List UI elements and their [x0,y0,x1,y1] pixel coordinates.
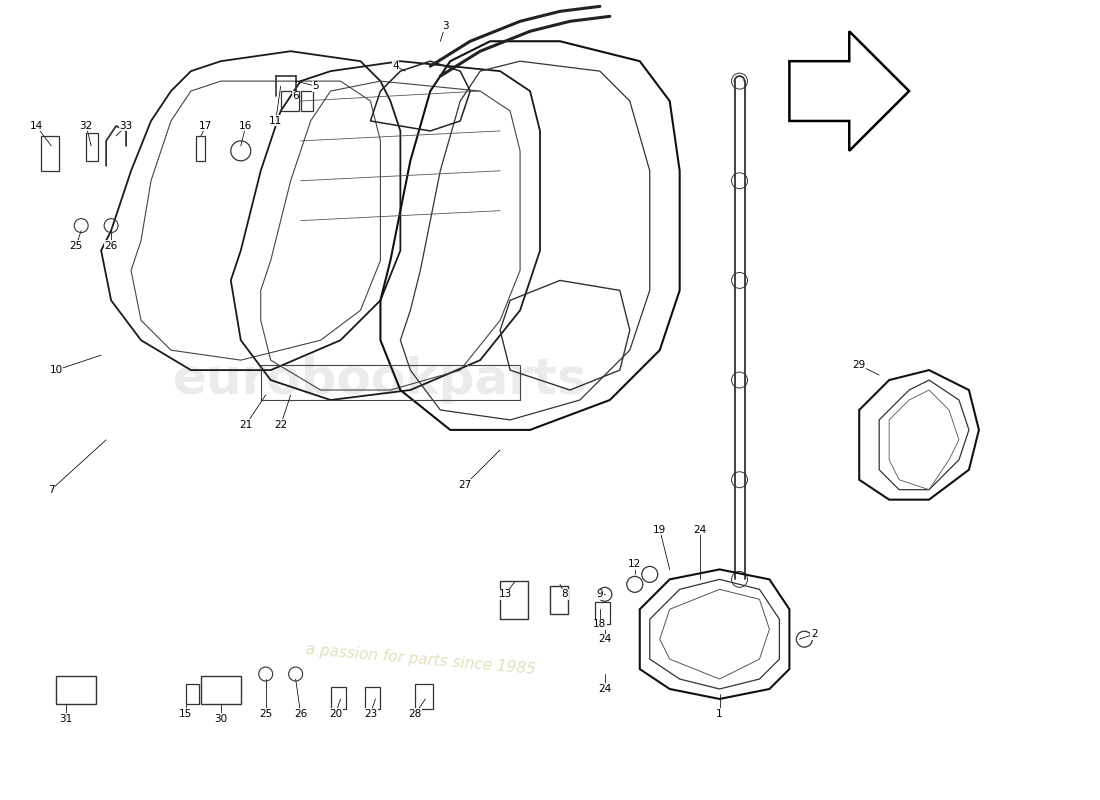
Text: 33: 33 [120,121,133,131]
Text: 17: 17 [199,121,212,131]
Text: 4: 4 [392,61,398,71]
Text: 19: 19 [653,525,667,534]
Text: 2: 2 [811,629,817,639]
Text: 11: 11 [270,116,283,126]
Text: 18: 18 [593,619,606,630]
Text: 14: 14 [30,121,43,131]
Text: 9: 9 [596,590,603,599]
Text: 30: 30 [214,714,228,724]
Text: 25: 25 [69,241,82,250]
Text: 24: 24 [598,684,612,694]
Text: 27: 27 [459,480,472,490]
Text: 31: 31 [59,714,73,724]
Text: eurobookparts: eurobookparts [173,356,587,404]
Text: 13: 13 [498,590,512,599]
Text: a passion for parts since 1985: a passion for parts since 1985 [305,642,536,677]
Text: 6: 6 [293,91,299,101]
Text: 3: 3 [442,22,449,31]
Text: 8: 8 [562,590,569,599]
Text: 15: 15 [179,709,192,719]
Text: 24: 24 [693,525,706,534]
Text: 25: 25 [260,709,273,719]
Text: 32: 32 [79,121,92,131]
Text: 29: 29 [852,360,866,370]
Text: 28: 28 [409,709,422,719]
Text: 1: 1 [716,709,723,719]
Text: 22: 22 [274,420,287,430]
Text: 12: 12 [628,559,641,570]
Text: 26: 26 [104,241,118,250]
Text: 26: 26 [294,709,307,719]
Text: 16: 16 [239,121,252,131]
Text: 21: 21 [239,420,252,430]
Text: 20: 20 [329,709,342,719]
Text: 24: 24 [598,634,612,644]
Text: 10: 10 [50,365,63,375]
Text: 23: 23 [364,709,377,719]
Text: 5: 5 [312,81,319,91]
Text: 7: 7 [48,485,55,494]
